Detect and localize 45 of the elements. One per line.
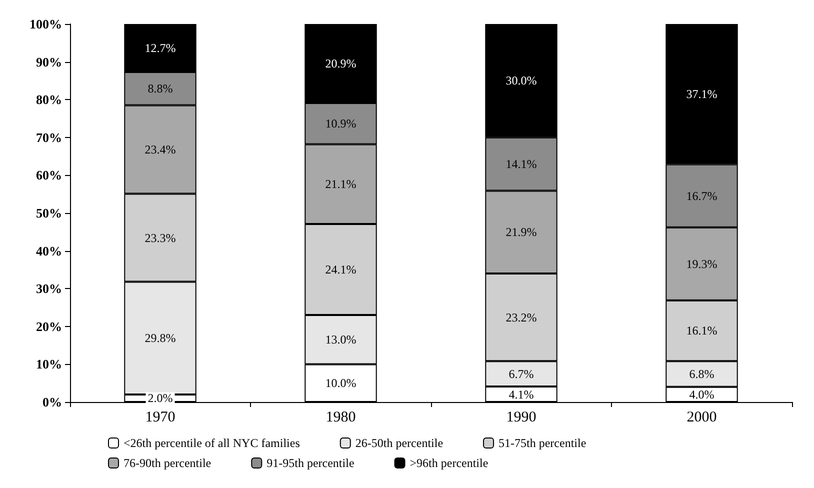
y-tick-label: 30% [36,281,62,296]
y-tick-label: 10% [36,356,62,372]
data-label: 6.7% [508,366,534,381]
data-label: 6.8% [689,367,714,382]
data-label: 23.4% [144,142,176,156]
data-label: 8.8% [148,82,173,96]
data-label: 23.2% [506,310,537,324]
x-tick-label: 1990 [506,410,536,426]
data-label: 23.3% [144,230,176,245]
y-tick-label: 60% [36,168,62,183]
y-tick-label: 0% [42,394,62,410]
y-tick-label: 100% [30,16,62,32]
data-label: 10.0% [325,376,356,390]
data-label: 10.9% [325,116,356,131]
data-label: 24.1% [325,262,356,277]
y-tick-label: 70% [36,130,62,145]
legend-label: 91-95th percentile [266,456,354,470]
y-tick-label: 40% [36,243,62,258]
x-tick-label: 1970 [145,410,176,426]
data-label: 4.1% [508,387,534,402]
data-label: 16.1% [686,324,718,338]
data-label: 16.7% [686,188,718,203]
y-tick-label: 80% [36,92,62,108]
data-label: 37.1% [686,87,718,102]
y-tick-label: 90% [36,54,62,70]
data-label: 30.0% [506,74,537,88]
data-label: 4.0% [689,387,714,402]
legend-label: 26-50th percentile [355,436,444,450]
legend-label: >96th percentile [410,456,488,470]
data-label: 19.3% [686,256,718,271]
x-tick-label: 2000 [686,410,717,426]
legend-label: <26th percentile of all NYC families [124,436,300,450]
data-label: 2.0% [148,391,173,406]
data-label: 14.1% [506,157,537,172]
y-tick-label: 20% [36,318,62,334]
legend-label: 51-75th percentile [498,436,586,450]
legend-label: 76-90th percentile [124,456,212,470]
data-label: 20.9% [325,56,356,70]
data-label: 13.0% [325,332,356,347]
data-label: 21.1% [325,177,356,192]
data-label: 12.7% [144,41,176,56]
data-label: 21.9% [506,225,537,240]
x-tick-label: 1980 [326,410,356,426]
data-label: 29.8% [144,331,176,346]
y-tick-label: 50% [36,206,62,220]
